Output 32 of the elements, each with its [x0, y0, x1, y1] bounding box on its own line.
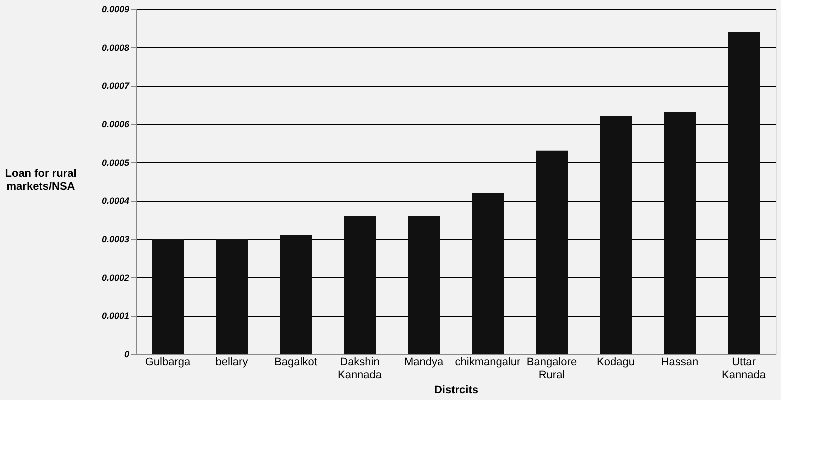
y-tick-label: 0.0005: [102, 158, 130, 168]
y-axis-title: Loan for rural markets/NSA: [5, 168, 77, 193]
bar: [600, 116, 632, 354]
x-tick-label: Bagalkot: [274, 356, 318, 368]
x-tick-label: Hassan: [661, 356, 699, 368]
bar: [152, 239, 184, 354]
x-tick-label: Gulbarga: [145, 356, 192, 368]
y-tick-label: 0.0006: [102, 120, 130, 130]
x-tick-label: Dakshin Kannada: [338, 356, 383, 382]
y-tick-label: 0.0008: [102, 42, 130, 53]
y-tick-label: 0.0007: [102, 81, 130, 92]
y-tick-label: 0.0002: [102, 272, 130, 283]
bar: [408, 216, 440, 354]
bar: [280, 235, 312, 354]
x-tick-label: Mandya: [404, 356, 444, 368]
bar: [344, 216, 376, 354]
y-tick-label: 0.0009: [102, 4, 130, 14]
x-tick-label: chikmangalur: [455, 356, 522, 368]
bar: [472, 193, 504, 354]
y-tick-label: 0: [124, 350, 130, 360]
y-tick-label: 0.0003: [102, 234, 130, 244]
x-tick-label: Bangalore Rural: [526, 356, 578, 382]
bar: [216, 239, 248, 354]
x-tick-label: Kodagu: [597, 356, 635, 368]
x-tick-label: Uttar Kannada: [722, 356, 767, 382]
x-axis-title: Distrcits: [434, 384, 479, 396]
y-tick-label: 0.0004: [102, 196, 130, 206]
bar: [728, 32, 760, 354]
bar: [664, 112, 696, 354]
bar: [536, 150, 568, 354]
x-tick-label: bellary: [216, 356, 249, 368]
y-tick-label: 0.0001: [102, 311, 130, 322]
